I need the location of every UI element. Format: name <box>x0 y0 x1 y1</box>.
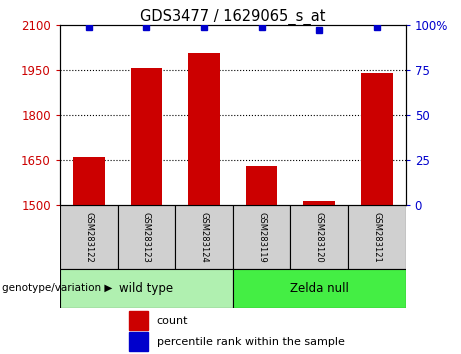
Text: GSM283123: GSM283123 <box>142 212 151 263</box>
Bar <box>233 205 290 269</box>
Bar <box>348 205 406 269</box>
Text: genotype/variation ▶: genotype/variation ▶ <box>2 284 112 293</box>
Bar <box>60 205 118 269</box>
Bar <box>233 269 406 308</box>
Text: percentile rank within the sample: percentile rank within the sample <box>157 337 345 347</box>
Title: GDS3477 / 1629065_s_at: GDS3477 / 1629065_s_at <box>140 8 325 25</box>
Bar <box>290 205 348 269</box>
Bar <box>129 332 148 351</box>
Text: GSM283120: GSM283120 <box>315 212 324 263</box>
Bar <box>130 68 162 205</box>
Text: Zelda null: Zelda null <box>290 282 349 295</box>
Bar <box>129 311 148 330</box>
Bar <box>361 73 393 205</box>
Text: GSM283124: GSM283124 <box>200 212 208 263</box>
Bar <box>118 205 175 269</box>
Bar <box>73 157 105 205</box>
Text: GSM283119: GSM283119 <box>257 212 266 263</box>
Bar <box>188 53 220 205</box>
Bar <box>303 201 335 205</box>
Bar <box>60 269 233 308</box>
Bar <box>175 205 233 269</box>
Text: GSM283121: GSM283121 <box>372 212 381 263</box>
Text: GSM283122: GSM283122 <box>84 212 93 263</box>
Text: count: count <box>157 316 188 326</box>
Bar <box>246 166 278 205</box>
Text: wild type: wild type <box>119 282 173 295</box>
